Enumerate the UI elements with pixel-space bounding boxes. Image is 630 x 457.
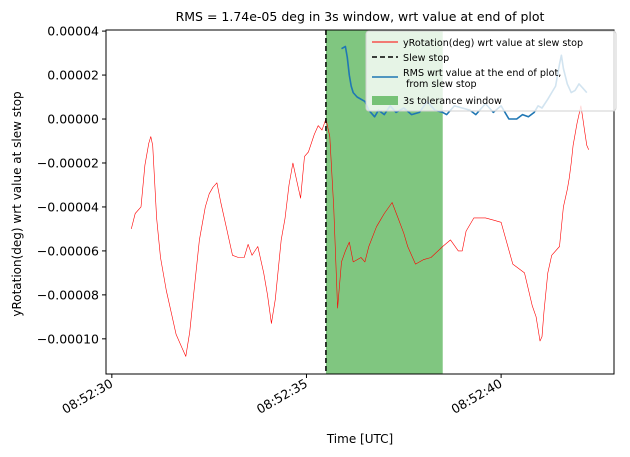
legend-label-rotation: yRotation(deg) wrt value at slew stop (403, 38, 583, 49)
x-tick-label: 08:52:40 (448, 376, 504, 417)
legend-label-rms: RMS wrt value at the end of plot, from s… (403, 68, 561, 90)
x-tick-label: 08:52:30 (59, 376, 115, 417)
y-axis-ticks: −0.00010 −0.00008 −0.00006 −0.00004 −0.00002… (37, 24, 106, 346)
y-tick-label: −0.00008 (37, 287, 99, 302)
rotation-series-line (131, 105, 589, 357)
y-tick-label: 0.00004 (47, 24, 99, 39)
y-axis-label: yRotation(deg) wrt value at slew stop (10, 91, 24, 316)
plot-frame (105, 29, 615, 375)
legend: yRotation(deg) wrt value at slew stop Sl… (365, 30, 617, 112)
legend-box (365, 30, 617, 112)
x-tick-label: 08:52:35 (254, 376, 310, 417)
y-tick-label: 0.00000 (47, 112, 99, 127)
y-tick-label: −0.00004 (37, 199, 99, 214)
y-tick-label: −0.00010 (37, 331, 99, 346)
legend-label-window: 3s tolerance window (403, 96, 502, 107)
chart-title: RMS = 1.74e-05 deg in 3s window, wrt val… (176, 9, 545, 24)
x-axis-ticks: 08:52:30 08:52:35 08:52:40 (59, 374, 505, 417)
x-axis-label: Time [UTC] (326, 432, 393, 446)
y-tick-label: −0.00002 (37, 155, 99, 170)
legend-swatch-window (372, 96, 398, 105)
y-tick-label: −0.00006 (37, 243, 99, 258)
y-tick-label: 0.00002 (47, 68, 99, 83)
legend-label-slew-stop: Slew stop (403, 53, 449, 64)
